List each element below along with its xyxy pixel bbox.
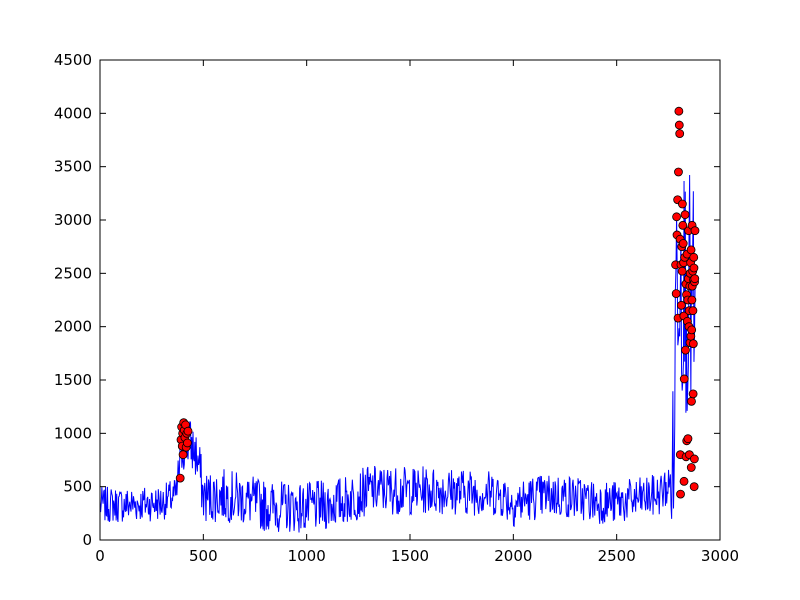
peak-marker xyxy=(183,438,192,448)
peak-marker xyxy=(178,450,188,460)
peak-marker xyxy=(674,120,684,130)
peak-marker xyxy=(687,396,696,406)
y-tick-label: 4000 xyxy=(54,104,92,122)
peak-marker xyxy=(679,374,689,384)
peak-marker xyxy=(689,252,699,262)
x-tick-label: 3000 xyxy=(701,547,739,565)
x-tick-label: 2500 xyxy=(598,547,636,565)
peak-marker xyxy=(686,463,696,472)
peak-marker xyxy=(687,325,697,335)
x-tick-label: 500 xyxy=(189,547,218,565)
x-tick-label: 1000 xyxy=(288,547,326,565)
peak-marker xyxy=(680,210,690,220)
y-tick-label: 2500 xyxy=(54,264,92,282)
y-tick-label: 1500 xyxy=(54,371,92,389)
peak-marker xyxy=(671,289,681,299)
peak-marker xyxy=(675,129,685,139)
peak-marker xyxy=(683,434,693,444)
peak-marker xyxy=(688,306,698,316)
peak-marker xyxy=(676,489,685,499)
peak-marker xyxy=(175,473,185,483)
y-tick-label: 4500 xyxy=(54,51,92,69)
y-tick-label: 3500 xyxy=(54,158,92,176)
peak-marker xyxy=(674,106,684,116)
peak-marker xyxy=(676,300,686,310)
peak-marker xyxy=(681,345,690,355)
x-tick-label: 0 xyxy=(95,547,105,565)
peak-marker xyxy=(689,454,699,464)
y-tick-label: 1000 xyxy=(54,424,92,442)
marker-series-layer xyxy=(175,106,700,499)
peak-marker xyxy=(690,226,700,236)
peak-marker xyxy=(677,199,687,209)
y-tick-label: 0 xyxy=(82,531,92,549)
peak-marker xyxy=(689,263,699,273)
peak-marker xyxy=(688,389,698,399)
peak-marker xyxy=(686,245,696,255)
peak-marker xyxy=(679,476,689,486)
peak-marker xyxy=(672,212,681,222)
peak-marker xyxy=(690,274,700,284)
peak-marker xyxy=(689,482,699,492)
axes-layer: 0 500 1000 1500 2000 2500 3000 0 500 1000 1500 2000… xyxy=(54,51,739,565)
peak-marker xyxy=(674,167,683,177)
peak-marker xyxy=(687,295,697,305)
peak-marker xyxy=(183,426,193,436)
y-tick-label: 3000 xyxy=(54,211,92,229)
y-tick-label: 500 xyxy=(63,478,92,496)
peak-marker xyxy=(688,339,698,349)
peak-marker xyxy=(678,220,688,230)
line-series-layer xyxy=(99,175,696,533)
signal-line xyxy=(99,175,696,533)
plot-area xyxy=(100,60,720,540)
x-tick-label: 1500 xyxy=(391,547,429,565)
peak-marker xyxy=(677,266,687,276)
x-tick-label: 2000 xyxy=(494,547,532,565)
peak-marker xyxy=(678,239,688,248)
y-tick-label: 2000 xyxy=(54,318,92,336)
